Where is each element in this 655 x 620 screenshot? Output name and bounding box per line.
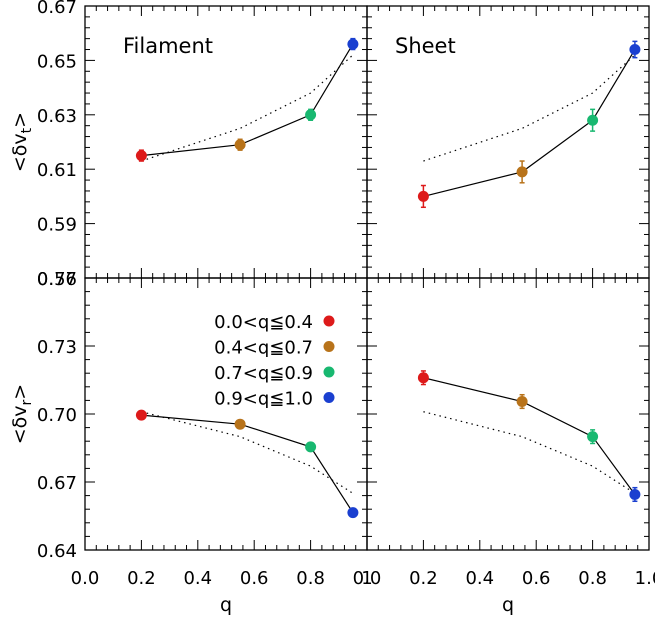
reference-dotted-line [141,411,354,494]
y-tick-label: 0.67 [37,473,77,494]
y-axis-title: <δvt> [9,112,35,172]
y-axis-title-end: > [9,384,31,400]
legend-label: 0.4<q≦0.7 [214,338,313,359]
legend-label: 0.7<q≦0.9 [214,363,313,384]
x-tick-label: 0.0 [71,568,100,589]
data-point [587,114,599,126]
x-tick-label: 1 [361,568,372,589]
x-tick-label: 0.4 [465,568,494,589]
y-axis-title-end: > [9,112,31,128]
data-point [629,44,641,56]
x-tick-label: 0.2 [127,568,156,589]
data-point [234,139,246,151]
y-tick-label: 0.65 [37,51,77,72]
data-point [305,441,317,453]
data-point [516,396,528,408]
y-axis-title-subscript: r [19,399,35,405]
reference-dotted-line [423,54,636,162]
y-tick-label: 0.70 [37,405,77,426]
data-line [423,49,636,197]
legend-marker [323,315,335,327]
reference-dotted-line [423,411,636,494]
data-point [234,418,246,430]
x-tick-label: 0.0 [353,568,382,589]
y-axis-title-subscript: t [19,127,35,133]
data-point [305,109,317,121]
x-axis-title: q [502,594,514,616]
x-tick-label: 0.2 [409,568,438,589]
x-tick-label: 1.0 [635,568,655,589]
y-tick-label: 0.61 [37,160,77,181]
y-tick-label: 0.76 [37,269,77,290]
data-point [587,431,599,443]
panel-label: Sheet [395,34,456,58]
y-tick-label: 0.63 [37,106,77,127]
panel-1: Sheet [366,5,650,279]
x-axis-title: q [220,594,232,616]
legend-label: 0.9<q≦1.0 [214,389,313,410]
data-line [423,377,636,495]
legend-marker [323,392,335,403]
panel-label: Filament [123,34,213,58]
data-point [347,38,359,50]
x-tick-label: 0.6 [522,568,551,589]
y-tick-label: 0.59 [37,215,77,236]
data-point [135,409,147,421]
y-axis-title: <δvr> [9,384,35,444]
y-tick-label: 0.57 [37,269,77,290]
legend-label: 0.0<q≦0.4 [214,312,313,333]
x-tick-label: 0.8 [296,568,325,589]
panel-3 [366,277,650,551]
data-point [135,150,147,162]
panel-0: Filament [84,5,368,279]
y-tick-label: 0.73 [37,337,77,358]
x-tick-label: 0.6 [240,568,269,589]
data-point [629,488,641,500]
y-tick-label: 0.64 [37,541,77,562]
x-tick-label: 0.4 [183,568,212,589]
reference-dotted-line [141,54,354,162]
panel-frame [366,277,650,551]
legend-marker [323,366,335,378]
x-tick-label: 0.8 [578,568,607,589]
y-axis-title-base: <δv [9,133,31,172]
data-point [417,190,429,202]
data-point [347,507,359,519]
y-axis-title-base: <δv [9,405,31,444]
data-point [516,166,528,178]
data-point [417,372,429,384]
legend-marker [323,341,335,352]
data-line [141,43,354,157]
y-tick-label: 0.67 [37,0,77,18]
data-line [141,414,354,513]
